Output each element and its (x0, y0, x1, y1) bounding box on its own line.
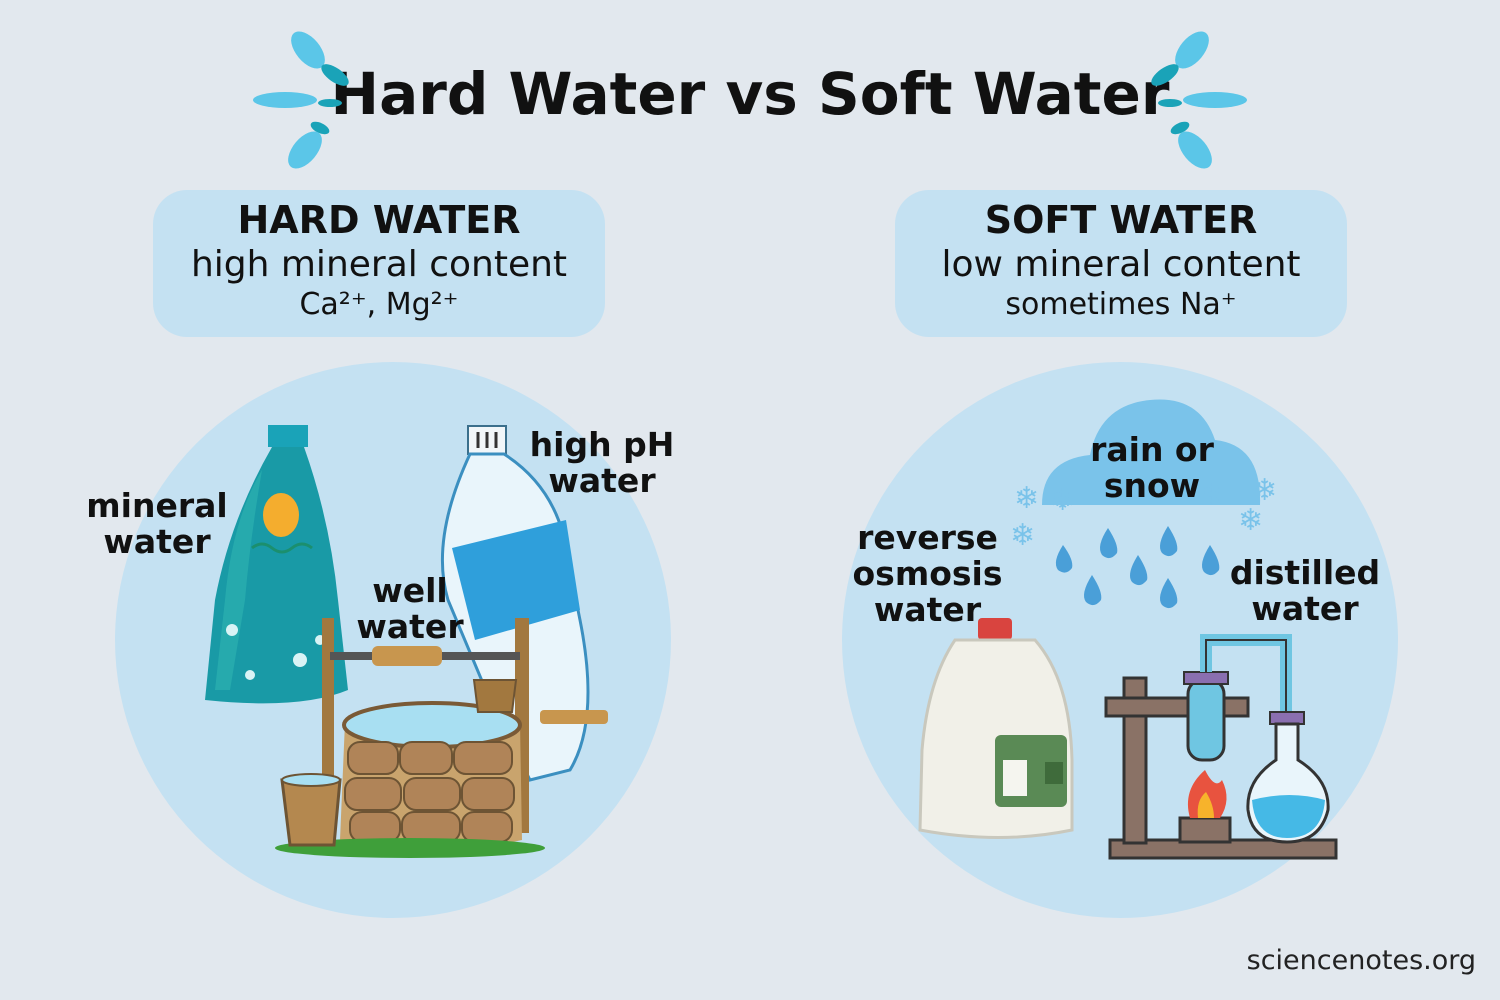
soft-water-ions: sometimes Na⁺ (1005, 287, 1237, 322)
cloud-icon (1042, 399, 1261, 505)
label-well-water: well water (356, 571, 464, 646)
hard-water-ions: Ca²⁺, Mg²⁺ (299, 287, 459, 322)
svg-text:❄: ❄ (1010, 518, 1035, 553)
label-high-ph-water: high pH water (529, 425, 675, 500)
svg-text:❄: ❄ (1252, 473, 1277, 508)
hard-water-subtitle: high mineral content (190, 244, 568, 285)
distillation-apparatus-icon (1104, 634, 1338, 860)
ph-water-bottle-icon (440, 425, 590, 782)
soft-water-subtitle: low mineral content (941, 244, 1301, 285)
jug-icon (918, 618, 1074, 839)
svg-text:❄: ❄ (1014, 481, 1039, 516)
page-title: Hard Water vs Soft Water (330, 60, 1170, 128)
raindrop-icons (1055, 526, 1220, 609)
label-mineral-water: mineral water (86, 486, 228, 561)
label-reverse-osmosis-water: reverse osmosis water (852, 518, 1003, 629)
svg-text:❄: ❄ (1050, 483, 1075, 518)
hard-water-box: HARD WATER high mineral content Ca²⁺, Mg… (153, 190, 605, 337)
splash-right-icon (1151, 31, 1247, 169)
label-rain-or-snow: rain or snow (1090, 430, 1214, 505)
soft-water-heading: SOFT WATER (984, 198, 1258, 242)
hard-water-heading: HARD WATER (237, 198, 521, 242)
well-icon (275, 618, 608, 858)
snowflake-icons: ❄❄ ❄ ❄ ❄❄ (1010, 473, 1277, 553)
mineral-water-bottle-icon (205, 425, 348, 704)
label-distilled-water: distilled water (1229, 553, 1381, 628)
splash-left-icon (253, 31, 349, 169)
credit-text: sciencenotes.org (1246, 945, 1476, 976)
svg-text:❄: ❄ (1200, 478, 1225, 513)
svg-text:❄: ❄ (1238, 503, 1263, 538)
soft-water-box: SOFT WATER low mineral content sometimes… (895, 190, 1347, 337)
